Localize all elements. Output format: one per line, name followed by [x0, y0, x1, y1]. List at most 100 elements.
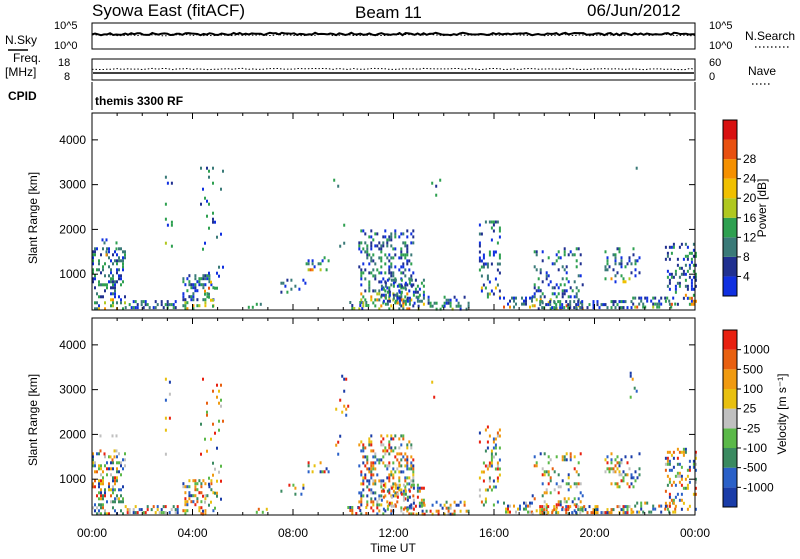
power-data-cell [608, 265, 611, 269]
velocity-data-cell [668, 504, 671, 508]
power-data-cell [604, 265, 607, 269]
velocity-data-cell [680, 477, 683, 481]
velocity-data-cell [400, 443, 403, 447]
velocity-data-cell [372, 473, 375, 477]
velocity-data-cell [569, 452, 572, 456]
velocity-data-cell [210, 437, 212, 441]
power-data-cell [559, 256, 562, 260]
velocity-data-cell [616, 461, 619, 465]
velocity-data-cell [144, 511, 147, 515]
velocity-data-cell [323, 470, 326, 474]
velocity-data-cell [100, 491, 102, 495]
power-data-cell [668, 302, 671, 306]
velocity-data-cell [220, 479, 222, 483]
power-data-cell [694, 275, 697, 279]
power-data-cell [612, 268, 615, 272]
velocity-data-cell [118, 470, 120, 474]
power-data-cell [682, 272, 685, 276]
power-data-cell [634, 274, 637, 278]
power-data-cell [146, 303, 149, 307]
power-data-cell [575, 292, 578, 296]
power-data-cell [122, 250, 124, 254]
velocity-data-cell [402, 492, 405, 496]
power-data-cell [408, 289, 411, 293]
power-data-cell [392, 271, 395, 275]
velocity-data-cell [626, 482, 629, 486]
velocity-data-cell [104, 512, 106, 516]
velocity-data-cell [216, 494, 218, 498]
power-data-cell [612, 253, 615, 257]
velocity-data-cell [376, 458, 379, 462]
power-data-cell [124, 306, 127, 310]
power-data-cell [447, 298, 450, 302]
velocity-data-cell [569, 505, 572, 509]
velocity-data-cell [366, 503, 369, 507]
power-data-cell [549, 303, 552, 307]
velocity-data-cell [388, 501, 391, 505]
velocity-data-cell [106, 467, 108, 471]
power-data-cell [482, 265, 485, 269]
velocity-data-cell [567, 512, 570, 516]
velocity-data-cell [581, 494, 584, 498]
velocity-data-cell [672, 450, 675, 454]
power-data-cell [465, 307, 468, 311]
power-data-cell [482, 283, 485, 287]
velocity-data-cell [368, 437, 371, 441]
power-data-cell [156, 303, 159, 307]
velocity-data-cell [561, 479, 564, 483]
velocity-data-cell [494, 443, 497, 447]
velocity-data-cell [535, 509, 538, 513]
power-data-cell [686, 287, 689, 291]
velocity-data-cell [378, 479, 381, 483]
velocity-data-cell [364, 464, 367, 468]
velocity-data-cell [406, 507, 409, 511]
power-data-cell [360, 274, 363, 278]
power-data-cell [486, 265, 489, 269]
velocity-data-cell [449, 506, 452, 510]
velocity-data-cell [420, 501, 423, 505]
power-colorbar-segment [723, 198, 737, 218]
power-data-cell [624, 265, 627, 269]
power-data-cell [402, 286, 405, 290]
power-data-cell [105, 250, 108, 254]
velocity-data-cell [551, 509, 554, 513]
power-data-cell [539, 271, 542, 275]
velocity-data-cell [98, 452, 100, 456]
velocity-data-cell [164, 505, 167, 509]
power-data-cell [105, 253, 108, 257]
power-data-cell [365, 304, 368, 307]
velocity-data-cell [539, 508, 542, 512]
power-data-cell [358, 307, 361, 311]
power-data-cell [628, 259, 631, 263]
velocity-data-cell [398, 479, 401, 483]
velocity-data-cell [392, 437, 395, 441]
power-data-cell [445, 301, 448, 305]
velocity-data-cell [362, 482, 365, 486]
velocity-data-cell [294, 486, 297, 490]
power-data-cell [323, 256, 326, 260]
velocity-data-cell [575, 482, 578, 486]
velocity-data-cell [408, 495, 411, 499]
power-data-cell [541, 280, 544, 284]
power-data-cell [422, 302, 425, 306]
velocity-data-cell [202, 509, 204, 513]
power-data-cell [404, 268, 407, 272]
power-data-cell [202, 277, 205, 281]
power-data-cell [112, 304, 114, 308]
velocity-data-cell [555, 508, 558, 512]
power-data-cell [486, 292, 489, 296]
velocity-data-cell [390, 449, 393, 453]
power-data-cell [202, 286, 205, 290]
power-data-cell [422, 290, 425, 294]
power-data-cell [388, 277, 391, 281]
power-data-cell [592, 300, 595, 304]
velocity-data-cell [616, 482, 619, 486]
velocity-data-cell [612, 470, 615, 474]
power-data-cell [602, 303, 605, 307]
power-data-cell [402, 307, 405, 311]
velocity-data-cell [408, 467, 411, 471]
power-data-cell [690, 296, 693, 300]
power-data-cell [108, 247, 110, 251]
power-data-cell [635, 166, 638, 170]
